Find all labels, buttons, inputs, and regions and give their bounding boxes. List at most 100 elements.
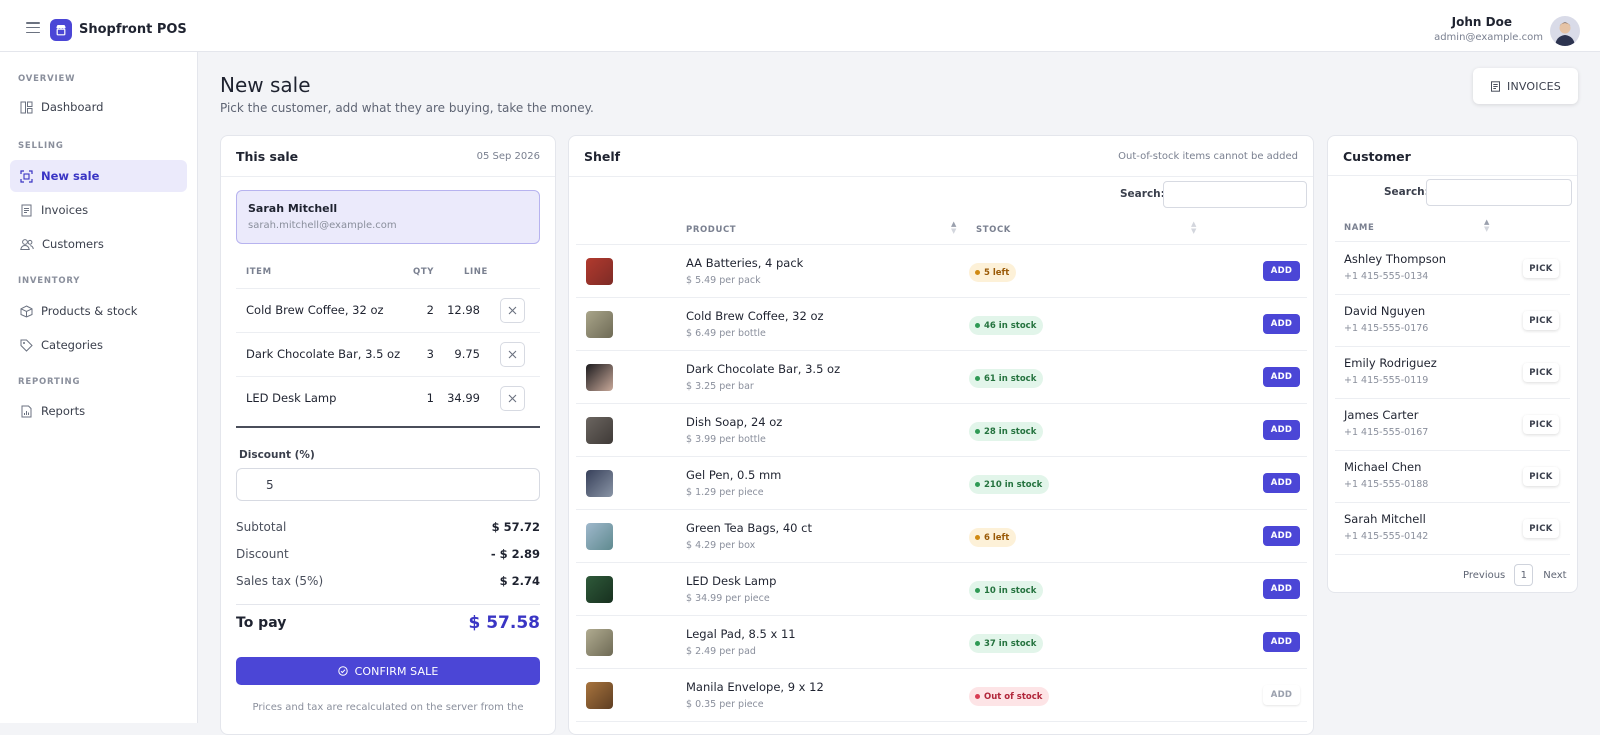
remove-line-button[interactable] bbox=[500, 298, 525, 323]
product-name: AA Batteries, 4 pack bbox=[686, 256, 804, 270]
customer-name: David Nguyen bbox=[1344, 304, 1426, 318]
to-pay-label: To pay bbox=[236, 615, 287, 631]
product-thumbnail bbox=[586, 364, 613, 391]
product-name: LED Desk Lamp bbox=[686, 574, 777, 588]
user-name: John Doe bbox=[1451, 15, 1512, 29]
column-header-product[interactable]: PRODUCT bbox=[686, 225, 737, 235]
status-dot-icon bbox=[975, 588, 980, 593]
pick-customer-button[interactable]: PICK bbox=[1523, 415, 1559, 434]
product-price: $ 4.29 per box bbox=[686, 540, 756, 551]
close-icon bbox=[508, 306, 517, 315]
customer-name: Ashley Thompson bbox=[1344, 252, 1447, 266]
sidebar-item-label: Reports bbox=[41, 404, 86, 418]
column-header-line: LINE bbox=[464, 267, 488, 277]
discount-row-label: Discount bbox=[236, 547, 289, 561]
product-name: Cold Brew Coffee, 32 oz bbox=[686, 309, 824, 323]
add-product-button[interactable]: ADD bbox=[1263, 632, 1300, 652]
product-row: AA Batteries, 4 pack $ 5.49 per pack 5 lef… bbox=[576, 245, 1307, 298]
customer-name: James Carter bbox=[1344, 408, 1419, 422]
column-header-name[interactable]: NAME bbox=[1344, 223, 1375, 233]
remove-line-button[interactable] bbox=[500, 386, 525, 411]
selected-customer[interactable]: Sarah Mitchell sarah.mitchell@example.co… bbox=[236, 190, 540, 244]
sidebar-item-invoices[interactable]: Invoices bbox=[10, 194, 187, 226]
pagination-page[interactable]: 1 bbox=[1514, 564, 1534, 586]
sort-icon[interactable]: ▲ ▼ bbox=[1484, 218, 1490, 233]
pick-customer-button[interactable]: PICK bbox=[1523, 467, 1559, 486]
product-price: $ 34.99 per piece bbox=[686, 593, 770, 604]
confirm-sale-button[interactable]: CONFIRM SALE bbox=[236, 657, 540, 685]
top-bar: Shopfront POS John Doe admin@example.com bbox=[0, 0, 1600, 52]
sidebar-item-new-sale[interactable]: New sale bbox=[10, 160, 187, 192]
customer-phone: +1 415-555-0167 bbox=[1344, 427, 1429, 438]
dashboard-icon bbox=[20, 101, 33, 113]
menu-icon[interactable] bbox=[26, 22, 40, 34]
pagination-previous[interactable]: Previous bbox=[1463, 569, 1506, 581]
sidebar-item-label: Customers bbox=[42, 237, 104, 251]
product-row: Dark Chocolate Bar, 3.5 oz $ 3.25 per bar… bbox=[576, 351, 1307, 404]
add-product-button: ADD bbox=[1263, 685, 1300, 705]
pagination-next[interactable]: Next bbox=[1543, 569, 1567, 581]
pick-customer-button[interactable]: PICK bbox=[1523, 259, 1559, 278]
stock-badge: 6 left bbox=[969, 528, 1017, 547]
store-logo-icon bbox=[50, 19, 72, 41]
shelf-search-input[interactable] bbox=[1163, 181, 1307, 208]
divider bbox=[221, 176, 555, 177]
add-product-button[interactable]: ADD bbox=[1263, 261, 1300, 281]
app-name: Shopfront POS bbox=[79, 22, 187, 37]
sidebar-item-label: New sale bbox=[41, 169, 100, 183]
report-icon bbox=[21, 405, 32, 417]
customer-search-label: Search: bbox=[1384, 186, 1429, 198]
discount-label: Discount (%) bbox=[239, 449, 315, 461]
scan-icon bbox=[20, 169, 33, 183]
sales-tax-label: Sales tax (5%) bbox=[236, 574, 324, 588]
add-product-button[interactable]: ADD bbox=[1263, 367, 1300, 387]
product-name: Dish Soap, 24 oz bbox=[686, 415, 783, 429]
sidebar-item-reports[interactable]: Reports bbox=[10, 395, 187, 427]
add-product-button[interactable]: ADD bbox=[1263, 473, 1300, 493]
stock-text: 28 in stock bbox=[984, 426, 1037, 437]
customer-search-input[interactable] bbox=[1426, 179, 1572, 206]
add-product-button[interactable]: ADD bbox=[1263, 526, 1300, 546]
customer-name: Emily Rodriguez bbox=[1344, 356, 1437, 370]
user-email: admin@example.com bbox=[1434, 32, 1543, 43]
invoice-icon bbox=[1491, 80, 1501, 92]
pick-customer-button[interactable]: PICK bbox=[1523, 311, 1559, 330]
add-product-button[interactable]: ADD bbox=[1263, 579, 1300, 599]
line-item-name: Cold Brew Coffee, 32 oz bbox=[246, 303, 384, 317]
invoices-button[interactable]: INVOICES bbox=[1473, 68, 1578, 104]
sidebar-item-products-stock[interactable]: Products & stock bbox=[10, 295, 187, 327]
add-product-button[interactable]: ADD bbox=[1263, 314, 1300, 334]
sidebar-item-customers[interactable]: Customers bbox=[10, 228, 187, 260]
sidebar-item-dashboard[interactable]: Dashboard bbox=[10, 91, 187, 123]
product-price: $ 1.29 per piece bbox=[686, 487, 764, 498]
sort-icon[interactable]: ▲ ▼ bbox=[951, 220, 957, 235]
pick-customer-button[interactable]: PICK bbox=[1523, 363, 1559, 382]
discount-input[interactable] bbox=[236, 468, 540, 501]
product-row: Green Tea Bags, 40 ct $ 4.29 per box 6 lef… bbox=[576, 510, 1307, 563]
stock-badge: Out of stock bbox=[969, 687, 1050, 706]
product-price: $ 6.49 per bottle bbox=[686, 328, 766, 339]
customer-card-title: Customer bbox=[1343, 149, 1411, 164]
sidebar-section-overview: OVERVIEW bbox=[18, 74, 76, 84]
stock-text: 46 in stock bbox=[984, 320, 1037, 331]
line-item-name: LED Desk Lamp bbox=[246, 391, 337, 405]
sidebar-item-categories[interactable]: Categories bbox=[10, 329, 187, 361]
sidebar-item-label: Products & stock bbox=[41, 304, 138, 318]
column-header-stock[interactable]: STOCK bbox=[976, 225, 1011, 235]
customer-row: Michael Chen +1 415-555-0188 PICK bbox=[1335, 450, 1570, 503]
product-row: Cold Brew Coffee, 32 oz $ 6.49 per bottle… bbox=[576, 298, 1307, 351]
sort-icon[interactable]: ▲ ▼ bbox=[1191, 220, 1197, 235]
stock-badge: 61 in stock bbox=[969, 369, 1044, 388]
box-icon bbox=[20, 304, 33, 318]
pick-customer-button[interactable]: PICK bbox=[1523, 519, 1559, 538]
divider bbox=[236, 604, 540, 605]
product-price: $ 2.49 per pad bbox=[686, 646, 756, 657]
add-product-button[interactable]: ADD bbox=[1263, 420, 1300, 440]
remove-line-button[interactable] bbox=[500, 342, 525, 367]
confirm-sale-label: CONFIRM SALE bbox=[354, 664, 439, 678]
to-pay-value: $ 57.58 bbox=[468, 613, 540, 633]
avatar[interactable] bbox=[1550, 16, 1580, 46]
product-thumbnail bbox=[586, 311, 613, 338]
customer-phone: +1 415-555-0119 bbox=[1344, 375, 1429, 386]
customer-phone: +1 415-555-0188 bbox=[1344, 479, 1429, 490]
